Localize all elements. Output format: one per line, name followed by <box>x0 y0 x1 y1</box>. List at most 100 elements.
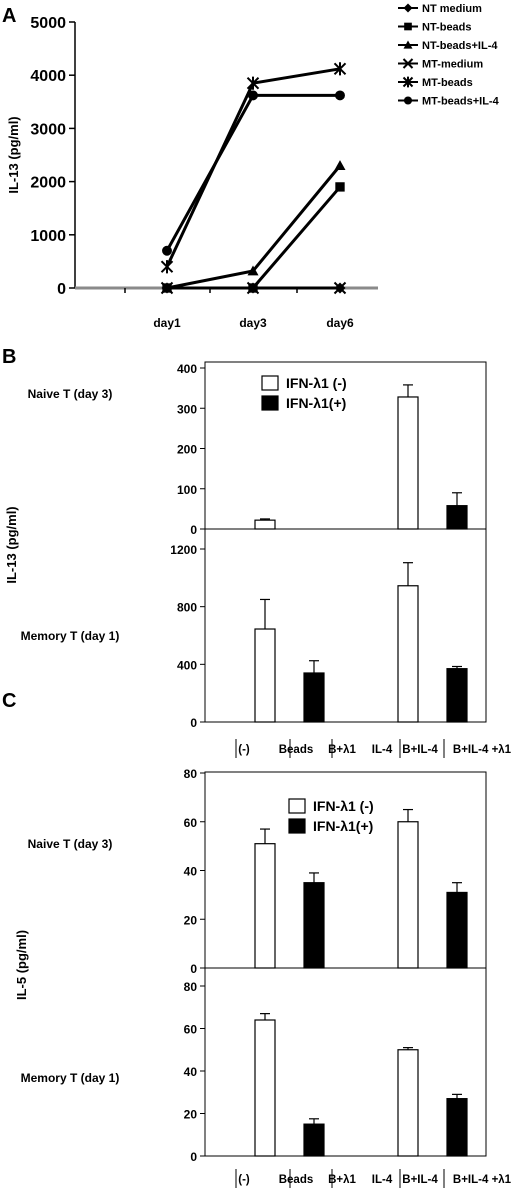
bar <box>303 1123 325 1157</box>
data-point <box>247 265 259 276</box>
data-point <box>335 182 345 192</box>
bar-b-il-4-ifn-pos <box>446 665 468 723</box>
bar-b-il-4-ifn-neg <box>397 384 419 530</box>
y-tick-label: 60 <box>184 1023 198 1037</box>
y-axis-label: IL-13 (pg/ml) <box>6 116 21 193</box>
y-tick-label: 20 <box>184 1108 198 1122</box>
y-tick-label: 800 <box>177 601 197 615</box>
y-tick-label: 0 <box>190 962 197 976</box>
bar-b-il-4-ifn-pos <box>446 882 468 969</box>
y-tick-label: 5000 <box>30 15 66 32</box>
panel-c-bar-chart: C 0 20 40 60 80 Naive T (day 3) 0 20 40 60 80 Memory… <box>2 690 512 1188</box>
panel-a-line-chart: A 0 1000 2000 3000 4000 5000 day1 day3 day6 IL-13 … <box>2 3 500 330</box>
bar-beads-ifn-neg <box>254 518 276 530</box>
y-axis-label: IL-13 (pg/ml) <box>4 506 19 583</box>
bar <box>397 1049 419 1157</box>
series-nt-beads <box>162 182 345 293</box>
bar-b-il-4-ifn-neg <box>397 562 419 723</box>
bar-beads-ifn-neg <box>254 1013 276 1157</box>
category-label: IL-4 <box>372 744 393 756</box>
legend-label: MT-beads+IL-4 <box>422 96 500 108</box>
panel-letter: B <box>2 346 16 368</box>
legend-label: MT-beads <box>422 77 473 89</box>
subplot-naive-t: 0 20 40 60 80 Naive T (day 3) <box>28 767 486 976</box>
legend-swatch <box>261 395 279 411</box>
data-point <box>246 281 260 295</box>
bar-b-il-4-ifn-neg <box>397 1047 419 1157</box>
category-label: B+IL-4 +λ1 <box>453 1174 512 1186</box>
series-mt-beads <box>160 62 347 274</box>
bar-b-il-4-ifn-pos <box>446 492 468 530</box>
bar <box>397 396 419 530</box>
y-axis-label: IL-5 (pg/ml) <box>14 930 29 1000</box>
y-tick-label: 100 <box>177 483 197 497</box>
data-point <box>334 160 346 171</box>
data-point <box>248 90 258 101</box>
x-tick-label: day1 <box>153 316 181 330</box>
x-tick-label: day6 <box>326 316 354 330</box>
y-tick-label: 2000 <box>30 175 66 192</box>
data-point <box>160 260 174 274</box>
legend: IFN-λ1 (-) IFN-λ1(+) <box>288 798 374 834</box>
y-tick-label: 0 <box>190 716 197 730</box>
row-label: Naive T (day 3) <box>28 837 113 851</box>
legend-label: IFN-λ1(+) <box>313 818 373 834</box>
category-label: B+λ1 <box>328 744 356 756</box>
bar-b-il-4-ifn-neg <box>397 808 419 969</box>
series-nt-beads-il-4 <box>161 160 346 293</box>
data-point <box>160 281 174 295</box>
category-label: IL-4 <box>372 1174 393 1186</box>
category-label: Beads <box>279 1174 314 1186</box>
series-line <box>165 93 340 252</box>
bar <box>254 628 276 723</box>
x-tick-label: day3 <box>239 316 267 330</box>
y-tick-label: 0 <box>190 523 197 537</box>
legend: NT medium NT-beads NT-beads+IL-4 MT-medium M… <box>398 3 500 108</box>
legend-swatch <box>288 798 306 814</box>
legend-swatch <box>261 375 279 391</box>
category-label: Beads <box>279 744 314 756</box>
bar <box>303 882 325 969</box>
legend-label: NT-beads+IL-4 <box>422 40 498 52</box>
y-tick-label: 40 <box>184 865 198 879</box>
category-label: (-) <box>238 1174 250 1186</box>
row-label: Memory T (day 1) <box>21 1071 120 1085</box>
category-label: B+λ1 <box>328 1174 356 1186</box>
legend-marker <box>403 3 413 13</box>
y-tick-label: 400 <box>177 658 197 672</box>
y-tick-label: 1200 <box>170 543 197 557</box>
y-tick-label: 40 <box>184 1065 198 1079</box>
legend-marker <box>403 40 413 49</box>
y-tick-label: 0 <box>57 281 66 298</box>
bar-beads-ifn-neg <box>254 828 276 969</box>
legend-label: NT-beads <box>422 22 472 34</box>
bar-beads-ifn-pos <box>303 660 325 723</box>
legend-marker <box>402 58 414 69</box>
bar-beads-ifn-neg <box>254 598 276 723</box>
legend-swatch <box>288 818 306 834</box>
legend-label: IFN-λ1 (-) <box>286 375 347 391</box>
y-tick-label: 80 <box>184 767 198 781</box>
legend-marker <box>404 22 412 31</box>
y-tick-label: 300 <box>177 402 197 416</box>
legend-label: IFN-λ1(+) <box>286 395 346 411</box>
y-tick-label: 400 <box>177 362 197 376</box>
category-label: B+IL-4 <box>402 744 438 756</box>
legend-label: MT-medium <box>422 59 483 71</box>
bar-beads-ifn-pos <box>303 872 325 969</box>
subplot-naive-t: 0 100 200 300 400 Naive T (day 3) <box>28 362 486 537</box>
y-tick-label: 20 <box>184 913 198 927</box>
y-tick-label: 60 <box>184 816 198 830</box>
y-tick-label: 0 <box>190 1150 197 1164</box>
subplot-memory-t: 0 400 800 1200 Memory T (day 1) <box>21 543 468 730</box>
subplot-memory-t: 0 20 40 60 80 Memory T (day 1) <box>21 980 468 1164</box>
y-tick-label: 4000 <box>30 68 66 85</box>
legend: IFN-λ1 (-) IFN-λ1(+) <box>261 375 347 411</box>
data-point <box>333 281 347 295</box>
series-mt-medium <box>160 281 347 295</box>
panel-b-bar-chart: B 0 100 200 300 400 Naive T (day 3) 0 400 800 1200… <box>2 346 512 758</box>
legend-marker <box>402 76 414 88</box>
legend-marker <box>403 96 413 105</box>
bar <box>446 505 468 530</box>
